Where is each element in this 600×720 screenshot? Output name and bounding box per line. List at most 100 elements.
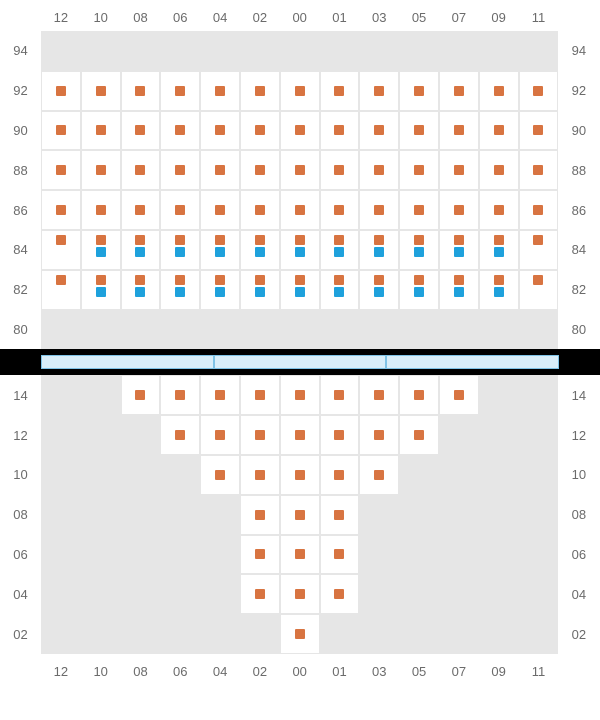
- seat-cell[interactable]: [320, 455, 360, 495]
- seat-cell[interactable]: [200, 111, 240, 151]
- seat-cell[interactable]: [320, 270, 360, 310]
- seat-cell[interactable]: [200, 415, 240, 455]
- seat-cell[interactable]: [479, 230, 519, 270]
- seat-cell[interactable]: [519, 71, 559, 111]
- seat-cell[interactable]: [160, 375, 200, 415]
- seat-cell[interactable]: [479, 111, 519, 151]
- seat-cell[interactable]: [479, 270, 519, 310]
- seat-cell[interactable]: [399, 270, 439, 310]
- seat-cell[interactable]: [240, 455, 280, 495]
- seat-cell[interactable]: [240, 190, 280, 230]
- seat-cell[interactable]: [280, 375, 320, 415]
- seat-cell[interactable]: [280, 415, 320, 455]
- seat-cell[interactable]: [41, 230, 81, 270]
- seat-cell[interactable]: [439, 71, 479, 111]
- seat-cell[interactable]: [41, 190, 81, 230]
- seat-cell[interactable]: [240, 375, 280, 415]
- seat-cell[interactable]: [200, 190, 240, 230]
- seat-cell[interactable]: [280, 111, 320, 151]
- seat-cell[interactable]: [280, 495, 320, 535]
- seat-cell[interactable]: [479, 150, 519, 190]
- seat-cell[interactable]: [160, 270, 200, 310]
- seat-cell[interactable]: [359, 230, 399, 270]
- seat-cell[interactable]: [280, 190, 320, 230]
- seat-cell[interactable]: [240, 535, 280, 575]
- seat-cell[interactable]: [200, 375, 240, 415]
- seat-cell[interactable]: [160, 150, 200, 190]
- seat-cell[interactable]: [399, 415, 439, 455]
- seat-cell[interactable]: [160, 415, 200, 455]
- seat-cell[interactable]: [121, 111, 161, 151]
- seat-cell[interactable]: [81, 270, 121, 310]
- seat-cell[interactable]: [359, 190, 399, 230]
- seat-cell[interactable]: [240, 415, 280, 455]
- seat-cell[interactable]: [280, 455, 320, 495]
- seat-cell[interactable]: [399, 71, 439, 111]
- seat-cell[interactable]: [121, 375, 161, 415]
- seat-cell[interactable]: [240, 230, 280, 270]
- seat-cell[interactable]: [320, 190, 360, 230]
- seat-cell[interactable]: [439, 375, 479, 415]
- seat-cell[interactable]: [359, 71, 399, 111]
- seat-cell[interactable]: [399, 230, 439, 270]
- seat-cell[interactable]: [519, 111, 559, 151]
- seat-cell[interactable]: [320, 535, 360, 575]
- seat-cell[interactable]: [200, 270, 240, 310]
- seat-cell[interactable]: [320, 150, 360, 190]
- seat-cell[interactable]: [81, 71, 121, 111]
- seat-cell[interactable]: [81, 230, 121, 270]
- seat-cell[interactable]: [320, 415, 360, 455]
- seat-cell[interactable]: [359, 415, 399, 455]
- seat-cell[interactable]: [280, 614, 320, 654]
- seat-cell[interactable]: [479, 71, 519, 111]
- seat-cell[interactable]: [439, 150, 479, 190]
- seat-cell[interactable]: [280, 71, 320, 111]
- seat-cell[interactable]: [200, 455, 240, 495]
- seat-cell[interactable]: [160, 190, 200, 230]
- seat-cell[interactable]: [160, 111, 200, 151]
- seat-cell[interactable]: [200, 230, 240, 270]
- seat-cell[interactable]: [439, 270, 479, 310]
- seat-cell[interactable]: [280, 535, 320, 575]
- seat-cell[interactable]: [41, 270, 81, 310]
- seat-cell[interactable]: [121, 150, 161, 190]
- seat-cell[interactable]: [519, 270, 559, 310]
- seat-cell[interactable]: [121, 230, 161, 270]
- seat-cell[interactable]: [200, 150, 240, 190]
- seat-cell[interactable]: [439, 111, 479, 151]
- seat-cell[interactable]: [121, 270, 161, 310]
- seat-cell[interactable]: [121, 71, 161, 111]
- seat-cell[interactable]: [439, 230, 479, 270]
- seat-cell[interactable]: [280, 230, 320, 270]
- seat-cell[interactable]: [359, 375, 399, 415]
- seat-cell[interactable]: [81, 111, 121, 151]
- seat-cell[interactable]: [280, 270, 320, 310]
- seat-cell[interactable]: [399, 375, 439, 415]
- seat-cell[interactable]: [81, 190, 121, 230]
- seat-cell[interactable]: [359, 111, 399, 151]
- seat-cell[interactable]: [41, 111, 81, 151]
- seat-cell[interactable]: [280, 574, 320, 614]
- seat-cell[interactable]: [359, 455, 399, 495]
- seat-cell[interactable]: [519, 190, 559, 230]
- seat-cell[interactable]: [519, 230, 559, 270]
- seat-cell[interactable]: [280, 150, 320, 190]
- seat-cell[interactable]: [399, 150, 439, 190]
- seat-cell[interactable]: [320, 495, 360, 535]
- seat-cell[interactable]: [399, 190, 439, 230]
- seat-cell[interactable]: [519, 150, 559, 190]
- seat-cell[interactable]: [399, 111, 439, 151]
- seat-cell[interactable]: [200, 71, 240, 111]
- seat-cell[interactable]: [320, 375, 360, 415]
- seat-cell[interactable]: [160, 71, 200, 111]
- seat-cell[interactable]: [240, 270, 280, 310]
- seat-cell[interactable]: [359, 150, 399, 190]
- seat-cell[interactable]: [320, 230, 360, 270]
- seat-cell[interactable]: [240, 495, 280, 535]
- seat-cell[interactable]: [320, 111, 360, 151]
- seat-cell[interactable]: [320, 574, 360, 614]
- seat-cell[interactable]: [121, 190, 161, 230]
- seat-cell[interactable]: [240, 71, 280, 111]
- seat-cell[interactable]: [81, 150, 121, 190]
- seat-cell[interactable]: [479, 190, 519, 230]
